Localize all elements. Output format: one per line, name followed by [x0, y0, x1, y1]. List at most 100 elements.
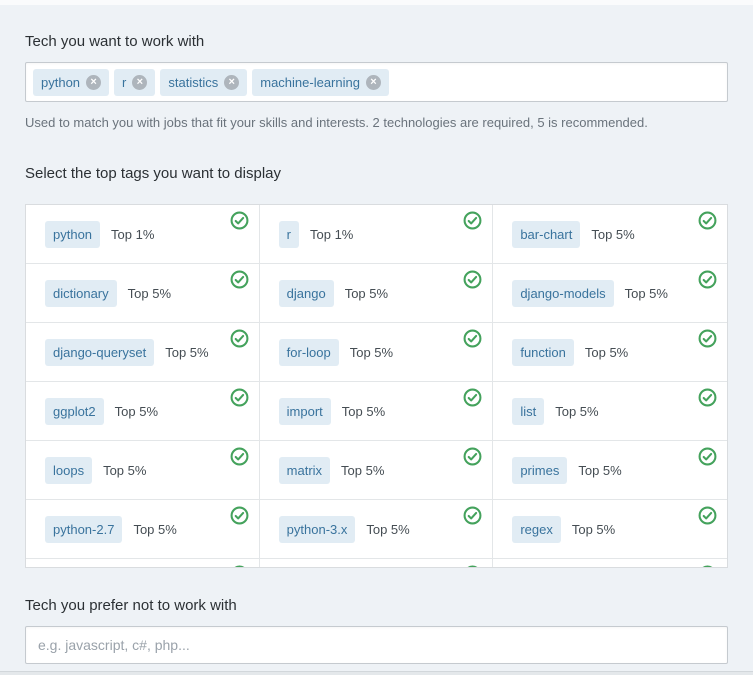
check-circle-icon[interactable]	[230, 329, 249, 348]
top-tag-pill[interactable]: loops	[45, 456, 93, 484]
top-tag-cell[interactable]: django Top 5%	[259, 264, 494, 323]
top-tag-pill[interactable]: for-loop	[278, 338, 339, 366]
selected-tech-tag[interactable]: machine-learning ×	[252, 68, 389, 96]
tech-want-tag-input[interactable]: python × r × statistics × machine-learning ×	[25, 62, 728, 102]
check-circle-icon[interactable]	[463, 211, 482, 230]
tag-rank-label: Top 5%	[127, 285, 172, 301]
top-tag-cell[interactable]: python-3.x Top 5%	[259, 500, 494, 559]
top-tag-cell[interactable]: function Top 5%	[493, 323, 727, 382]
top-section-edge	[0, 0, 753, 5]
top-tag-pill[interactable]: regex	[512, 515, 561, 543]
check-circle-icon[interactable]	[230, 506, 249, 525]
tag-rank-label: Top 5%	[624, 285, 668, 301]
top-tag-pill[interactable]: python	[45, 220, 101, 248]
top-tag-cell-clipped[interactable]	[26, 559, 260, 568]
check-circle-icon[interactable]	[463, 270, 482, 289]
check-circle-icon[interactable]	[230, 565, 249, 568]
top-tag-pill[interactable]: import	[278, 397, 331, 425]
tag-label: statistics	[168, 74, 219, 90]
remove-tag-icon[interactable]: ×	[365, 74, 381, 90]
top-tag-cell[interactable]: python-2.7 Top 5%	[26, 500, 260, 559]
top-tag-cell[interactable]: python Top 1%	[26, 205, 260, 264]
top-tags-label: Select the top tags you want to display	[25, 165, 281, 182]
tech-avoid-input[interactable]	[25, 626, 728, 664]
tag-rank-label: Top 5%	[555, 403, 599, 419]
check-circle-icon[interactable]	[230, 447, 249, 466]
check-circle-icon[interactable]	[230, 211, 249, 230]
tag-label: python	[41, 74, 81, 90]
tech-want-helper-text: Used to match you with jobs that fit you…	[25, 115, 648, 130]
tag-rank-label: Top 5%	[341, 403, 386, 419]
top-tag-cell[interactable]: matrix Top 5%	[259, 441, 494, 500]
check-circle-icon[interactable]	[698, 270, 717, 289]
tag-label: r	[122, 74, 127, 90]
tag-rank-label: Top 5%	[133, 521, 177, 537]
check-circle-icon[interactable]	[463, 565, 482, 568]
check-circle-icon[interactable]	[698, 329, 717, 348]
tag-rank-label: Top 5%	[584, 344, 629, 360]
top-tag-pill[interactable]: django	[278, 279, 334, 307]
remove-tag-icon[interactable]: ×	[86, 74, 102, 90]
tech-avoid-label: Tech you prefer not to work with	[25, 597, 237, 614]
check-circle-icon[interactable]	[698, 565, 717, 568]
tag-rank-label: Top 5%	[349, 344, 394, 360]
check-circle-icon[interactable]	[698, 388, 717, 407]
top-tag-pill[interactable]: ggplot2	[45, 397, 104, 425]
check-circle-icon[interactable]	[230, 270, 249, 289]
check-circle-icon[interactable]	[230, 388, 249, 407]
top-tags-grid-viewport: python Top 1% r Top 1% bar-chart Top 5% dictio…	[25, 204, 728, 568]
top-tag-cell[interactable]: regex Top 5%	[493, 500, 727, 559]
top-tag-cell[interactable]: django-queryset Top 5%	[26, 323, 260, 382]
tag-rank-label: Top 1%	[310, 226, 354, 242]
top-tag-pill[interactable]: matrix	[278, 456, 331, 484]
tag-rank-label: Top 5%	[578, 462, 622, 478]
top-tag-cell[interactable]: list Top 5%	[493, 382, 727, 441]
tag-rank-label: Top 5%	[114, 403, 159, 419]
tag-rank-label: Top 5%	[591, 226, 635, 242]
top-tag-cell[interactable]: for-loop Top 5%	[259, 323, 494, 382]
selected-tech-tag[interactable]: python ×	[33, 68, 110, 96]
tag-rank-label: Top 5%	[366, 521, 410, 537]
selected-tech-tag[interactable]: statistics ×	[160, 68, 248, 96]
top-tag-cell-clipped[interactable]	[493, 559, 727, 568]
tag-label: machine-learning	[260, 74, 360, 90]
top-tag-pill[interactable]: dictionary	[45, 279, 117, 307]
tech-preferences-form: Tech you want to work with python × r × stat…	[0, 33, 753, 664]
check-circle-icon[interactable]	[463, 388, 482, 407]
top-tag-cell[interactable]: ggplot2 Top 5%	[26, 382, 260, 441]
top-tag-cell[interactable]: django-models Top 5%	[493, 264, 727, 323]
top-tag-pill[interactable]: list	[512, 397, 545, 425]
top-tag-cell[interactable]: primes Top 5%	[493, 441, 727, 500]
tag-rank-label: Top 5%	[341, 462, 385, 478]
tag-rank-label: Top 5%	[571, 521, 616, 537]
check-circle-icon[interactable]	[698, 211, 717, 230]
tag-rank-label: Top 1%	[111, 226, 155, 242]
selected-tech-tag[interactable]: r ×	[114, 68, 156, 96]
top-tag-cell[interactable]: bar-chart Top 5%	[493, 205, 727, 264]
top-tag-pill[interactable]: bar-chart	[512, 220, 581, 248]
remove-tag-icon[interactable]: ×	[132, 74, 148, 90]
top-tag-cell-clipped[interactable]	[259, 559, 494, 568]
top-tag-cell[interactable]: r Top 1%	[259, 205, 494, 264]
top-tags-grid: python Top 1% r Top 1% bar-chart Top 5% dictio…	[26, 205, 727, 568]
tag-rank-label: Top 5%	[165, 344, 209, 360]
bottom-section-edge	[0, 671, 753, 675]
top-tag-pill[interactable]: django-models	[512, 279, 614, 307]
remove-tag-icon[interactable]: ×	[224, 74, 240, 90]
check-circle-icon[interactable]	[463, 329, 482, 348]
top-tag-cell[interactable]: loops Top 5%	[26, 441, 260, 500]
top-tag-cell[interactable]: dictionary Top 5%	[26, 264, 260, 323]
top-tag-cell[interactable]: import Top 5%	[259, 382, 494, 441]
check-circle-icon[interactable]	[463, 447, 482, 466]
top-tag-pill[interactable]: python-2.7	[45, 515, 123, 543]
tech-want-label: Tech you want to work with	[25, 33, 205, 50]
check-circle-icon[interactable]	[698, 506, 717, 525]
top-tag-pill[interactable]: python-3.x	[278, 515, 356, 543]
top-tag-pill[interactable]: function	[512, 338, 574, 366]
tag-rank-label: Top 5%	[103, 462, 147, 478]
check-circle-icon[interactable]	[698, 447, 717, 466]
top-tag-pill[interactable]: r	[278, 220, 299, 248]
top-tag-pill[interactable]: primes	[512, 456, 568, 484]
top-tag-pill[interactable]: django-queryset	[45, 338, 155, 366]
check-circle-icon[interactable]	[463, 506, 482, 525]
